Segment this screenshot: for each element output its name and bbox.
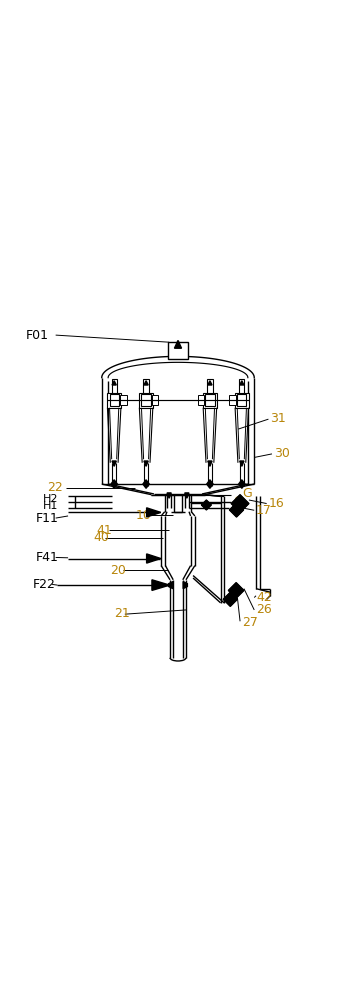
Text: G: G xyxy=(242,487,252,500)
Text: 41: 41 xyxy=(96,524,112,537)
Polygon shape xyxy=(208,381,212,385)
Text: 40: 40 xyxy=(93,531,109,544)
Bar xyxy=(168,342,188,359)
Polygon shape xyxy=(228,583,244,598)
Text: 26: 26 xyxy=(256,603,272,616)
Text: C: C xyxy=(233,495,242,508)
Bar xyxy=(120,395,127,405)
Bar xyxy=(207,379,213,393)
Polygon shape xyxy=(240,381,244,385)
Bar xyxy=(110,394,119,406)
Bar xyxy=(229,395,236,405)
Text: 21: 21 xyxy=(114,607,130,620)
Polygon shape xyxy=(143,480,149,488)
Bar xyxy=(108,393,121,408)
Polygon shape xyxy=(144,381,148,385)
Bar xyxy=(143,379,149,393)
Text: 30: 30 xyxy=(274,447,290,460)
Text: 27: 27 xyxy=(242,616,258,629)
Polygon shape xyxy=(111,480,117,488)
Text: F01: F01 xyxy=(26,329,48,342)
Text: 42: 42 xyxy=(256,591,272,604)
Text: 31: 31 xyxy=(270,412,286,425)
Bar xyxy=(198,395,204,405)
Text: H2: H2 xyxy=(43,494,59,504)
Polygon shape xyxy=(152,580,170,590)
Polygon shape xyxy=(223,592,237,606)
Bar xyxy=(237,394,246,406)
Polygon shape xyxy=(169,582,173,589)
Bar xyxy=(239,379,245,393)
Polygon shape xyxy=(229,503,244,517)
Polygon shape xyxy=(239,480,245,488)
Text: 10: 10 xyxy=(135,509,151,522)
Text: 20: 20 xyxy=(111,564,126,577)
Polygon shape xyxy=(240,461,244,466)
Polygon shape xyxy=(147,508,161,517)
Polygon shape xyxy=(112,381,116,385)
Text: F41: F41 xyxy=(36,551,59,564)
Polygon shape xyxy=(147,554,161,563)
Text: H1: H1 xyxy=(43,501,59,511)
Polygon shape xyxy=(231,495,249,512)
Text: F22: F22 xyxy=(33,578,56,591)
Text: F11: F11 xyxy=(36,512,59,525)
Text: 22: 22 xyxy=(47,481,63,494)
Bar xyxy=(205,394,215,406)
Polygon shape xyxy=(185,493,189,498)
Bar xyxy=(141,394,151,406)
Polygon shape xyxy=(201,500,211,510)
Bar xyxy=(152,395,158,405)
Bar xyxy=(203,393,217,408)
Text: 16: 16 xyxy=(268,497,284,510)
Polygon shape xyxy=(144,461,148,466)
Bar xyxy=(111,379,117,393)
Polygon shape xyxy=(174,340,182,348)
Polygon shape xyxy=(167,493,171,498)
Text: 17: 17 xyxy=(256,504,272,517)
Polygon shape xyxy=(183,582,187,589)
Polygon shape xyxy=(112,461,116,466)
Bar xyxy=(139,393,153,408)
Polygon shape xyxy=(208,461,212,466)
Bar xyxy=(235,393,248,408)
Polygon shape xyxy=(207,480,213,488)
